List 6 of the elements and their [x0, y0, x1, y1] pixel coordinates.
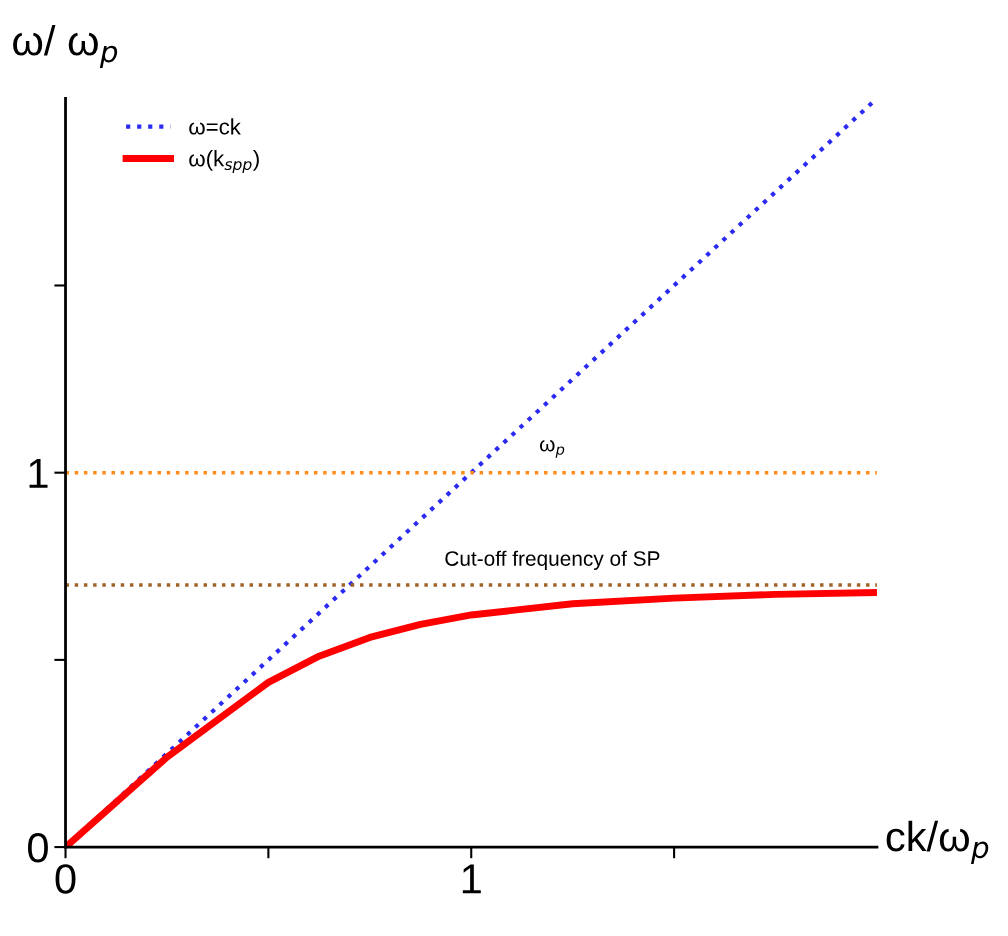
ref-line-label: ω$_{p}$: [540, 440, 565, 458]
x-axis-title: ck/ω$_{p}$: [886, 820, 989, 864]
y-axis-title: ω/ ω$_{p}$: [13, 24, 118, 69]
legend-label: ω=ck: [189, 118, 241, 135]
legend-label: ω(k$_{spp}$): [189, 150, 259, 174]
ref-line-label: Cut-off frequency of SP: [445, 550, 660, 571]
